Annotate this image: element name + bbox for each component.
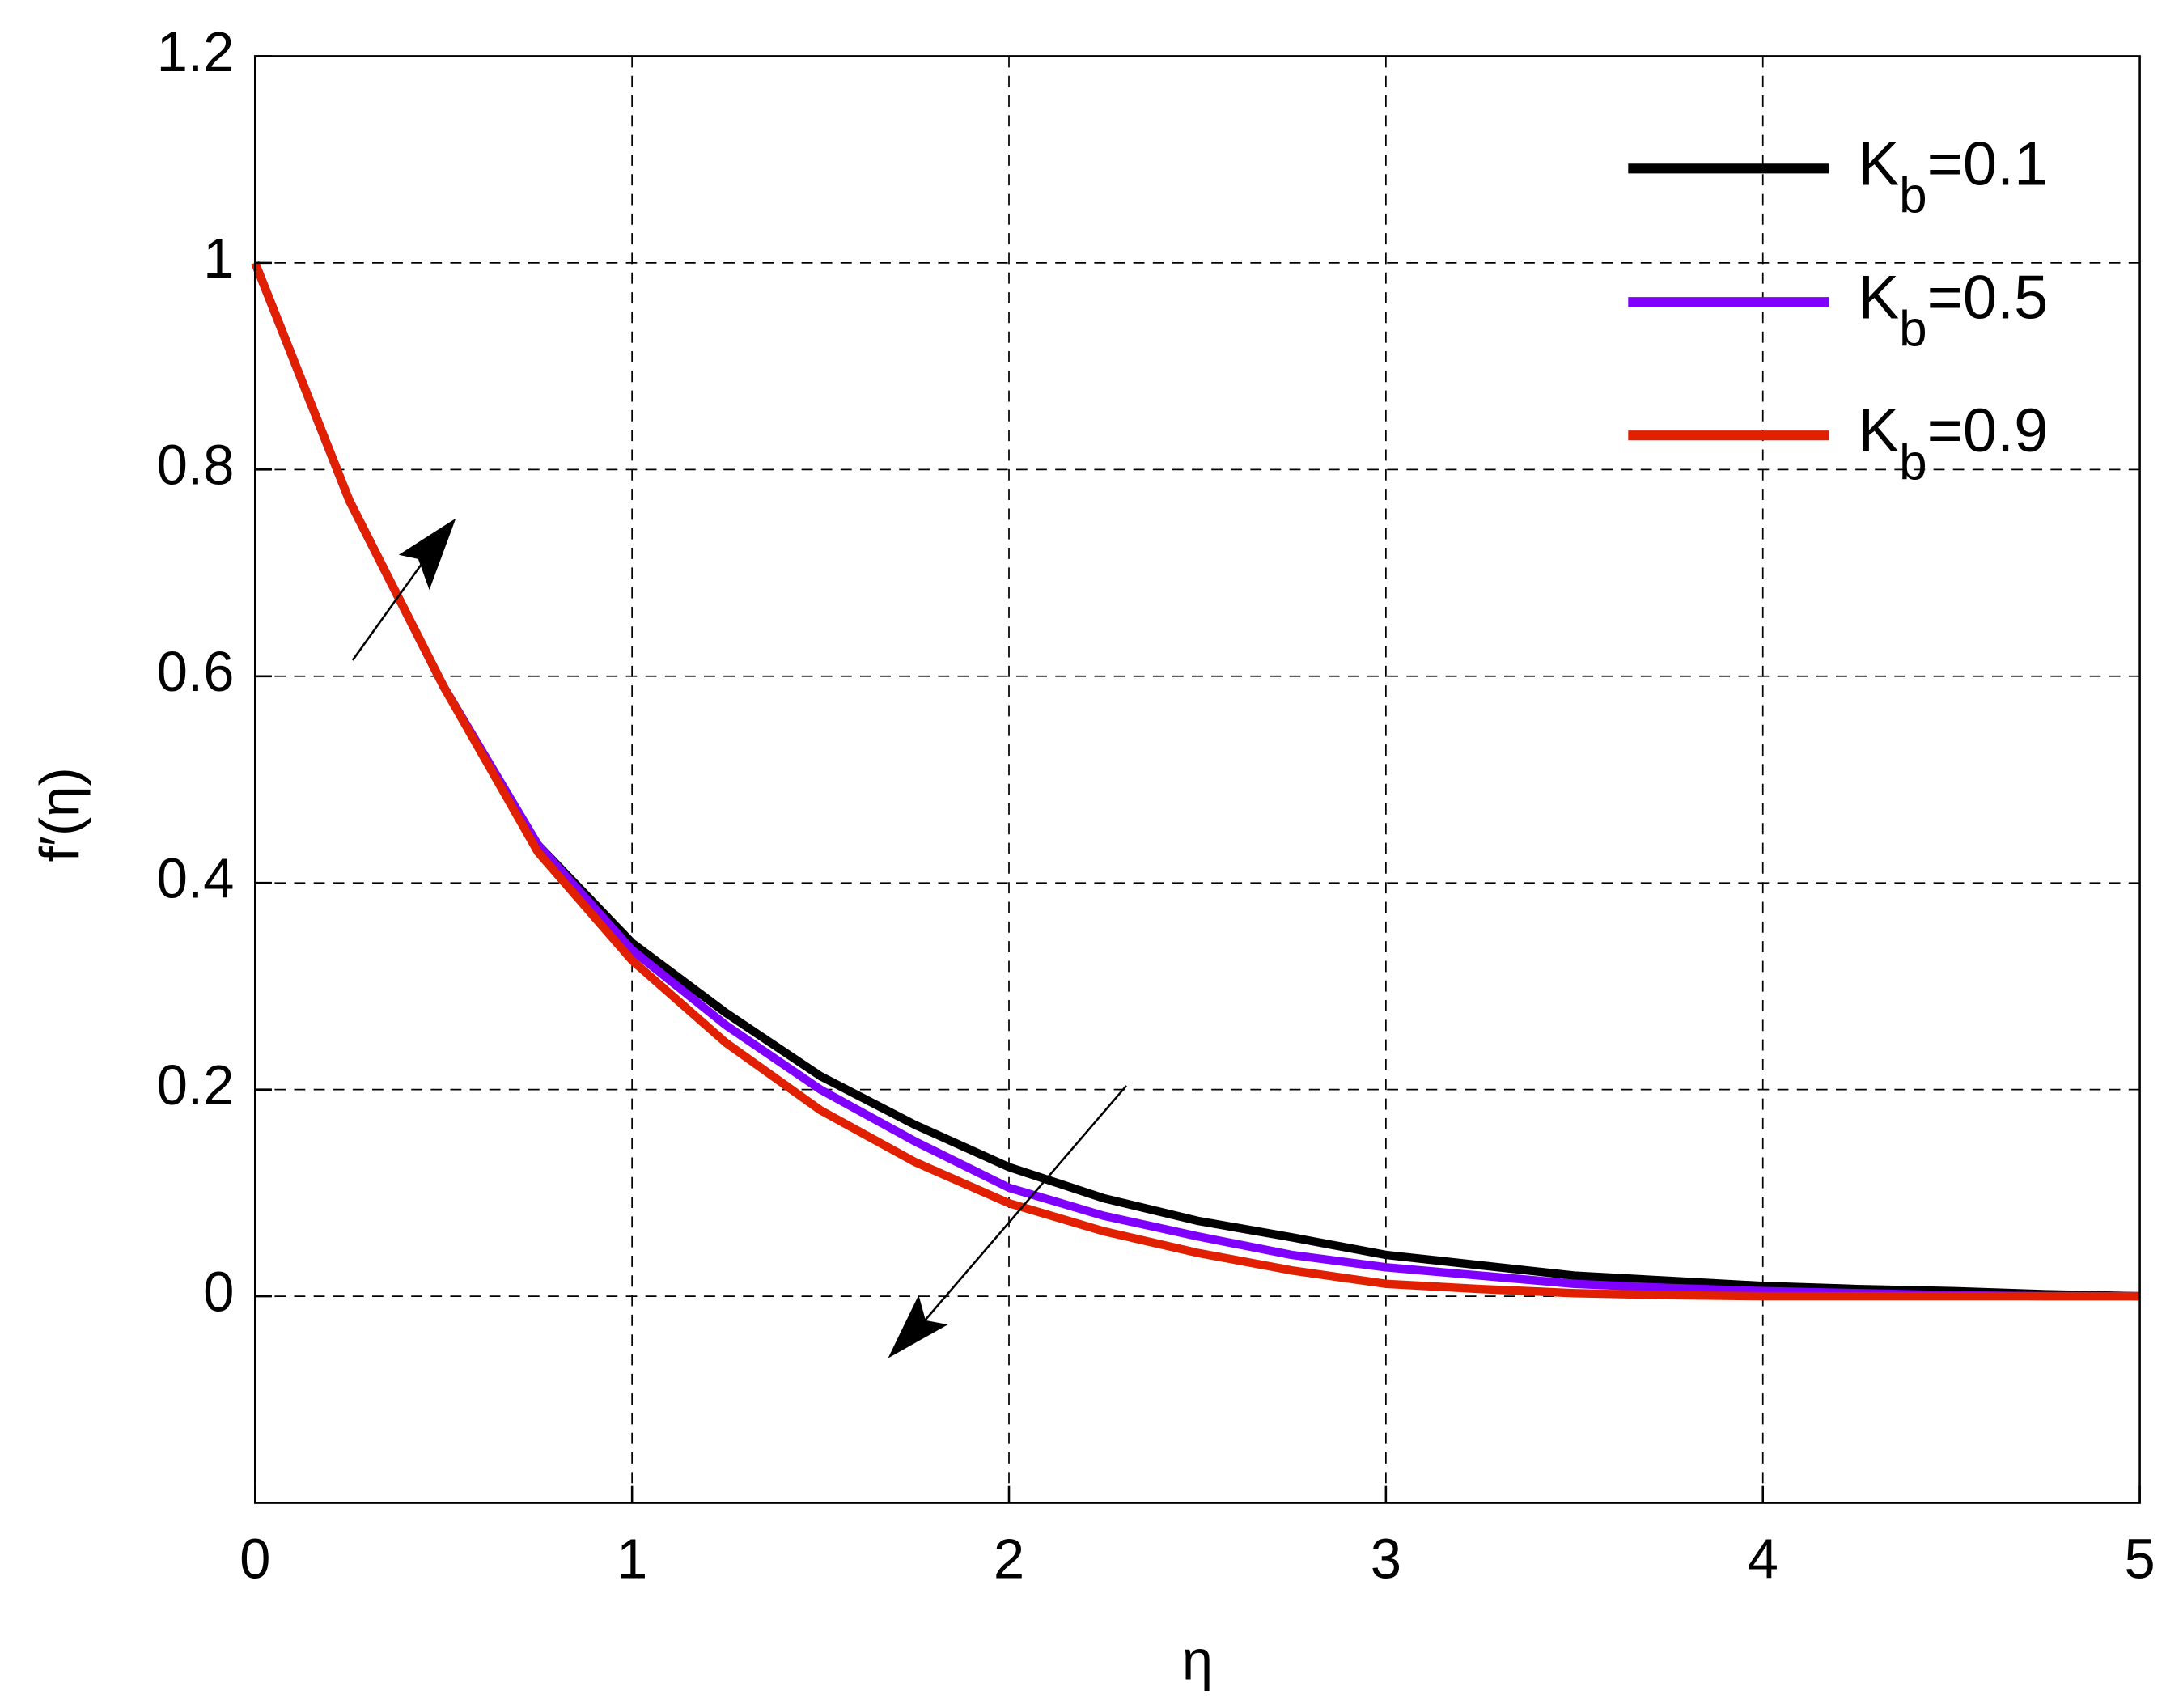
annotation-arrow bbox=[902, 1085, 1128, 1346]
ticks: 0 1 2 3 4 5 0 0.2 0.4 0.6 0.8 1 1.2 bbox=[157, 20, 2155, 1591]
x-tick-label: 5 bbox=[2124, 1527, 2155, 1590]
arrowhead bbox=[888, 1295, 948, 1358]
x-tick-label: 4 bbox=[1748, 1527, 1778, 1590]
y-tick-label: 0.8 bbox=[157, 433, 235, 496]
y-axis-label: f′(η) bbox=[28, 767, 91, 862]
x-tick-label: 0 bbox=[239, 1527, 270, 1590]
arrowhead bbox=[398, 518, 456, 591]
x-tick-label: 3 bbox=[1371, 1527, 1401, 1590]
y-tick-label: 0.4 bbox=[157, 846, 235, 909]
axes-frame bbox=[253, 55, 2141, 1504]
legend-label: Kb=0.9 bbox=[1859, 396, 2049, 491]
y-tick-label: 0.6 bbox=[157, 640, 235, 703]
legend-label: Kb=0.5 bbox=[1859, 263, 2049, 358]
y-tick-label: 0.2 bbox=[157, 1053, 235, 1117]
y-tick-label: 0 bbox=[203, 1260, 234, 1323]
x-axis-label: η bbox=[1182, 1628, 1213, 1691]
legend-label: Kb=0.1 bbox=[1859, 129, 2049, 224]
data-line bbox=[251, 261, 2140, 1301]
lines bbox=[251, 261, 2140, 1301]
legend: Kb=0.1 Kb=0.5 Kb=0.9 bbox=[1628, 129, 2048, 491]
x-tick-label: 1 bbox=[617, 1527, 647, 1590]
y-tick-label: 1 bbox=[203, 227, 234, 290]
y-tick-label: 1.2 bbox=[157, 20, 235, 83]
x-tick-label: 2 bbox=[994, 1527, 1024, 1590]
